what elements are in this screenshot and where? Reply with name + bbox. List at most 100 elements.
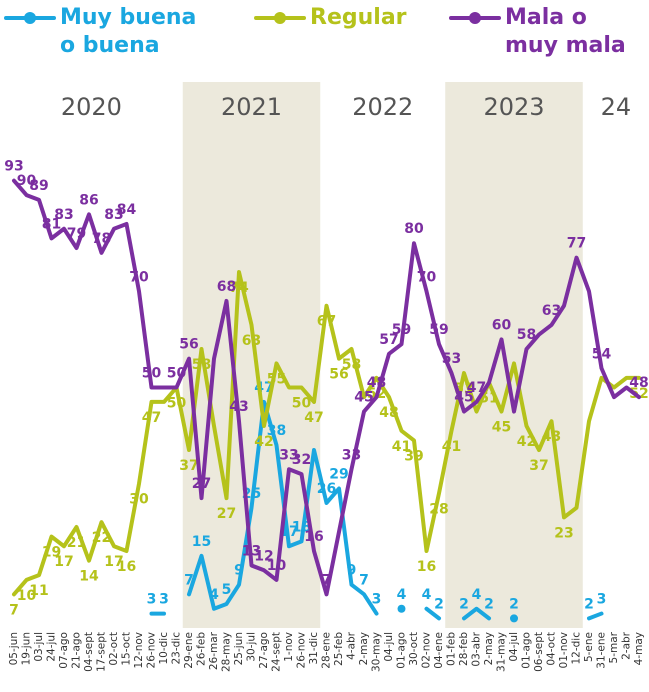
- x-tick-label: 05-jun: [8, 632, 20, 665]
- x-tick-label: 27-ago: [258, 632, 270, 669]
- x-tick-label: 28-feb: [458, 632, 470, 666]
- x-tick-label: 15-oct: [121, 632, 133, 666]
- data-label: 2: [434, 596, 444, 612]
- data-label: 21: [67, 535, 86, 551]
- data-label: 27: [192, 476, 211, 492]
- data-label: 47: [467, 380, 486, 396]
- data-label: 22: [92, 530, 111, 546]
- x-tick-label: 04-jul: [383, 632, 395, 662]
- year-label: 2020: [61, 93, 122, 121]
- data-label: 27: [217, 506, 236, 522]
- data-label: 81: [42, 216, 61, 232]
- data-label: 3: [597, 592, 607, 608]
- data-label: 19: [42, 545, 61, 561]
- x-tick-label: 17-sept: [96, 632, 108, 672]
- x-tick-label: 12-dic: [571, 632, 583, 665]
- series-line: [12, 270, 641, 597]
- x-tick-label: 5-ene: [583, 632, 595, 662]
- x-tick-label: 02-nov: [421, 632, 433, 668]
- data-label: 41: [392, 439, 411, 455]
- data-label: 26: [317, 481, 336, 497]
- data-label: 43: [542, 429, 561, 445]
- data-label: 45: [454, 390, 473, 406]
- year-band: [182, 82, 321, 628]
- x-tick-label: 30-oct: [408, 632, 420, 666]
- x-tick-label: 31-may: [496, 632, 508, 672]
- data-label: 89: [29, 178, 48, 194]
- year-band: [445, 82, 583, 628]
- data-label: 47: [142, 410, 161, 426]
- data-label: 68: [217, 279, 236, 295]
- x-tick-label: 29-ene: [183, 632, 195, 669]
- data-label: 7: [322, 572, 332, 588]
- legend-swatch: [274, 12, 286, 24]
- data-label: 48: [629, 375, 648, 391]
- data-label: 33: [342, 447, 361, 463]
- x-tick-label: 01-nov: [558, 632, 570, 668]
- data-label: 37: [529, 458, 548, 474]
- data-label: 7: [9, 602, 19, 618]
- data-label: 10: [17, 588, 37, 604]
- x-tick-label: 25-jun: [233, 632, 245, 665]
- data-label: 7: [359, 572, 369, 588]
- data-label: 50: [167, 396, 187, 412]
- data-label: 58: [517, 327, 536, 343]
- data-label: 70: [417, 269, 437, 285]
- series-line: [12, 178, 641, 597]
- data-label: 3: [159, 592, 169, 608]
- x-tick-label: 21-ago: [71, 632, 83, 669]
- data-label: 50: [292, 396, 312, 412]
- data-label: 83: [104, 207, 123, 223]
- data-label: 41: [442, 439, 461, 455]
- data-label: 38: [267, 423, 286, 439]
- year-label: 2023: [483, 93, 544, 121]
- data-label: 3: [372, 592, 382, 608]
- legend-icon: [445, 4, 505, 32]
- legend-label: Regular: [310, 5, 407, 30]
- data-label: 70: [129, 269, 149, 285]
- series-line: [424, 606, 441, 621]
- x-tick-label: 4-may: [633, 632, 645, 665]
- x-tick-label: 04-sept: [83, 632, 95, 672]
- x-tick-label: 04-oct: [546, 632, 558, 666]
- year-label: 24: [601, 93, 632, 121]
- data-label: 12: [254, 548, 273, 564]
- data-label: 59: [429, 322, 448, 338]
- x-tick-label: 02-oct: [108, 632, 120, 666]
- x-tick-label: 31-ene: [596, 632, 608, 669]
- series-line: [462, 606, 491, 621]
- data-label: 4: [209, 587, 219, 603]
- data-label: 90: [17, 173, 37, 189]
- data-label: 77: [567, 236, 586, 252]
- legend-item: Mala o muy mala: [445, 4, 645, 74]
- data-label: 15: [192, 534, 211, 550]
- data-label: 4: [422, 587, 432, 603]
- data-label: 84: [117, 202, 137, 218]
- year-label: 2022: [352, 93, 413, 121]
- x-tick-label: 03-abr: [471, 631, 483, 666]
- x-tick-label: 26-mar: [208, 631, 220, 670]
- x-tick-label: 01-feb: [446, 632, 458, 666]
- legend-label: Mala o muy mala: [505, 5, 626, 58]
- data-label: 59: [392, 322, 411, 338]
- data-label: 32: [292, 452, 311, 468]
- data-label: 55: [267, 371, 286, 387]
- data-label: 50: [142, 366, 162, 382]
- legend-icon: [250, 4, 310, 32]
- data-label: 56: [329, 367, 348, 383]
- x-tick-label: 2-may: [483, 632, 495, 665]
- x-tick-label: 31-dic: [308, 632, 320, 665]
- series-line: [587, 611, 604, 621]
- data-label: 5: [222, 582, 232, 598]
- x-tick-label: 2-abr: [621, 631, 633, 660]
- x-tick-label: 26-nov: [296, 632, 308, 668]
- x-tick-label: 28-ene: [321, 632, 333, 669]
- data-label: 2: [484, 596, 494, 612]
- x-tick-label: 26-feb: [196, 632, 208, 666]
- legend: Muy buena o buena Regular Mala o muy mala: [0, 4, 649, 74]
- data-label: 9: [234, 563, 244, 579]
- x-tick-label: 12-nov: [133, 632, 145, 668]
- x-tick-label: 23-dic: [171, 632, 183, 665]
- data-label: 50: [167, 366, 187, 382]
